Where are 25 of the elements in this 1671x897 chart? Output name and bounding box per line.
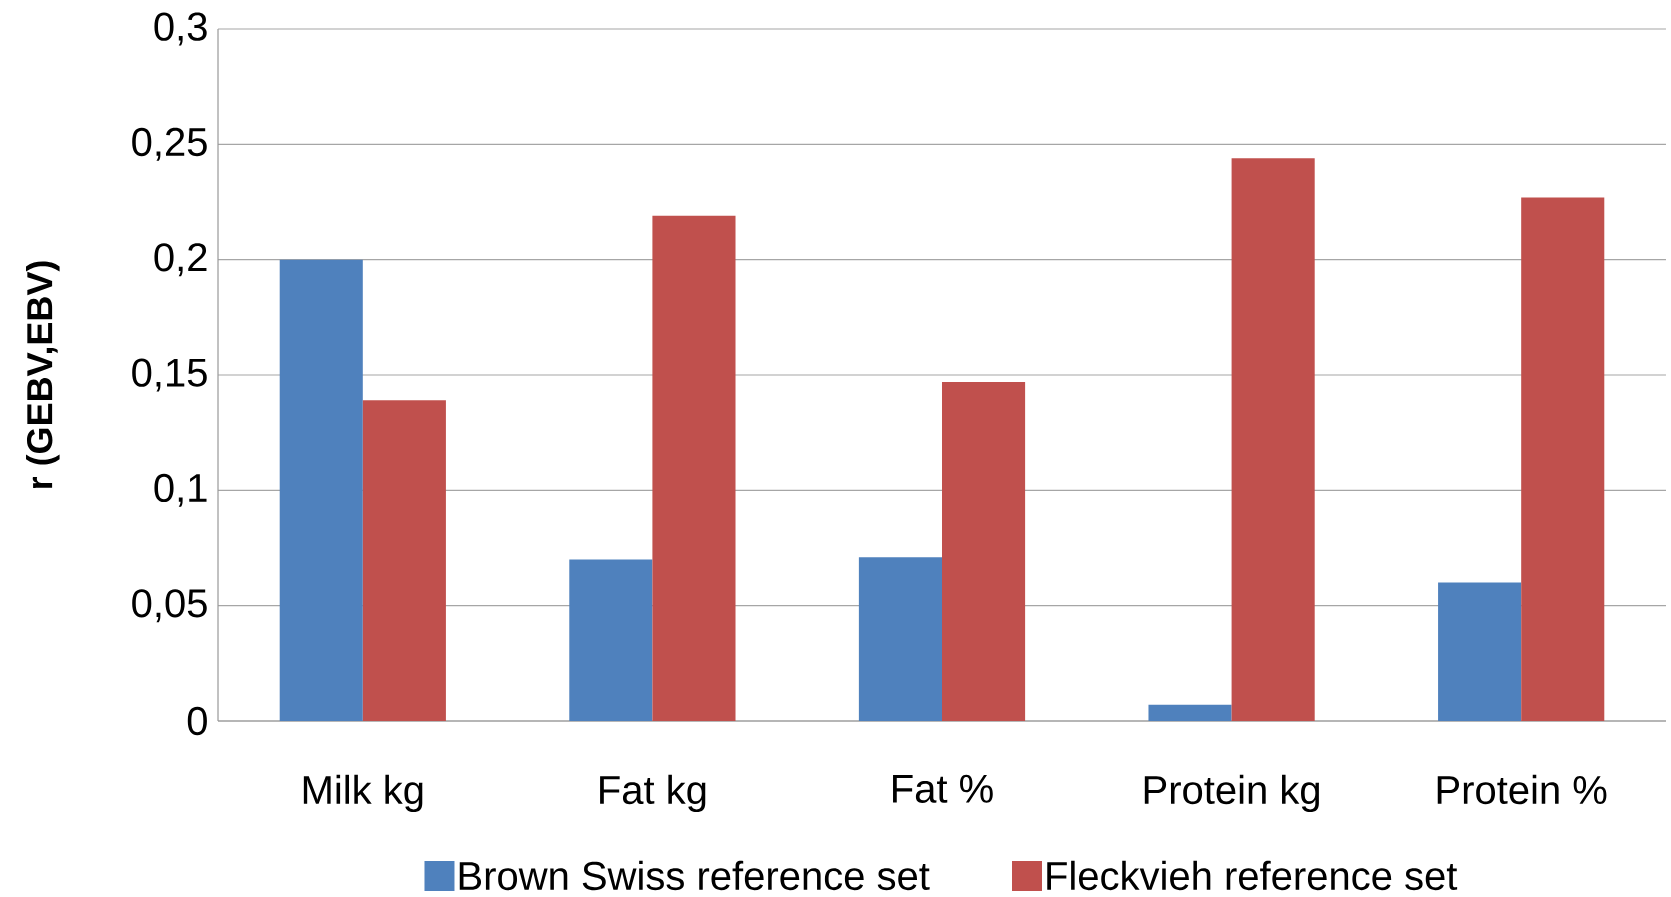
bar bbox=[1148, 704, 1232, 721]
legend-label: Fleckvieh reference set bbox=[1047, 860, 1458, 891]
y-tick-label: 0,3 bbox=[154, 12, 207, 46]
legend-label: Brown Swiss reference set bbox=[459, 860, 930, 891]
y-tick-label: 0,1 bbox=[154, 473, 207, 507]
x-tick-label: Protein % bbox=[1437, 774, 1607, 805]
bar bbox=[858, 557, 942, 721]
x-tick-label: Fat % bbox=[893, 774, 993, 803]
bar bbox=[1521, 197, 1605, 721]
y-tick-label: 0,2 bbox=[154, 243, 207, 277]
x-tick-label: Protein kg bbox=[1144, 774, 1320, 813]
x-tick-label: Fat kg bbox=[600, 774, 706, 813]
y-axis-title: r (GEBV,EBV) bbox=[26, 261, 60, 488]
bar bbox=[569, 559, 653, 721]
bar bbox=[652, 215, 736, 721]
bar bbox=[1231, 158, 1315, 721]
bar bbox=[1438, 582, 1522, 721]
y-tick-label: 0 bbox=[187, 706, 207, 736]
bar bbox=[942, 381, 1026, 721]
bar bbox=[279, 259, 363, 721]
x-tick-label: Milk kg bbox=[303, 774, 423, 813]
y-tick-label: 0,15 bbox=[132, 358, 207, 392]
bar bbox=[362, 400, 446, 721]
y-tick-label: 0,05 bbox=[132, 589, 207, 623]
y-tick-label: 0,25 bbox=[132, 127, 207, 161]
